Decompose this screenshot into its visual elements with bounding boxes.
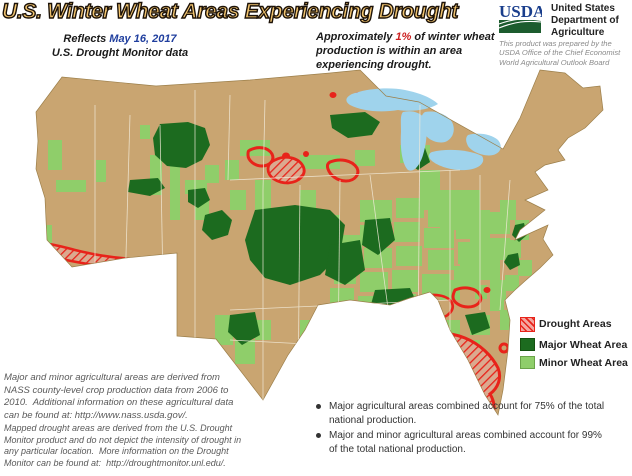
svg-text:USDA: USDA — [499, 2, 542, 21]
